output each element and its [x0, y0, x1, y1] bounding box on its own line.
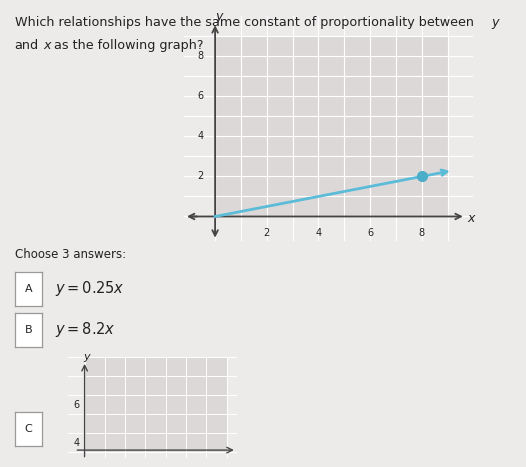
Text: C: C	[25, 424, 32, 434]
Bar	[85, 357, 227, 452]
Bar	[215, 36, 448, 217]
Text: 4: 4	[316, 228, 321, 239]
Text: and: and	[15, 39, 39, 52]
Text: Choose 3 answers:: Choose 3 answers:	[15, 248, 126, 262]
Text: 4: 4	[74, 438, 79, 447]
Text: 8: 8	[419, 228, 425, 239]
Text: x: x	[43, 39, 50, 52]
Text: y: y	[83, 352, 90, 362]
Text: 2: 2	[264, 228, 270, 239]
Text: A: A	[25, 284, 32, 294]
Text: y: y	[492, 16, 499, 29]
Text: $y = 8.2x$: $y = 8.2x$	[55, 320, 116, 339]
Text: y: y	[215, 10, 222, 23]
Text: 6: 6	[367, 228, 373, 239]
Text: 4: 4	[197, 131, 204, 142]
Text: $y = 0.25x$: $y = 0.25x$	[55, 279, 125, 297]
Text: x: x	[467, 212, 474, 225]
Text: B: B	[25, 325, 32, 335]
Text: 6: 6	[197, 92, 204, 101]
Text: 6: 6	[74, 400, 79, 410]
Text: Which relationships have the same constant of proportionality between: Which relationships have the same consta…	[15, 16, 474, 29]
Text: 8: 8	[197, 51, 204, 61]
Text: as the following graph?: as the following graph?	[54, 39, 203, 52]
Text: 2: 2	[197, 171, 204, 182]
